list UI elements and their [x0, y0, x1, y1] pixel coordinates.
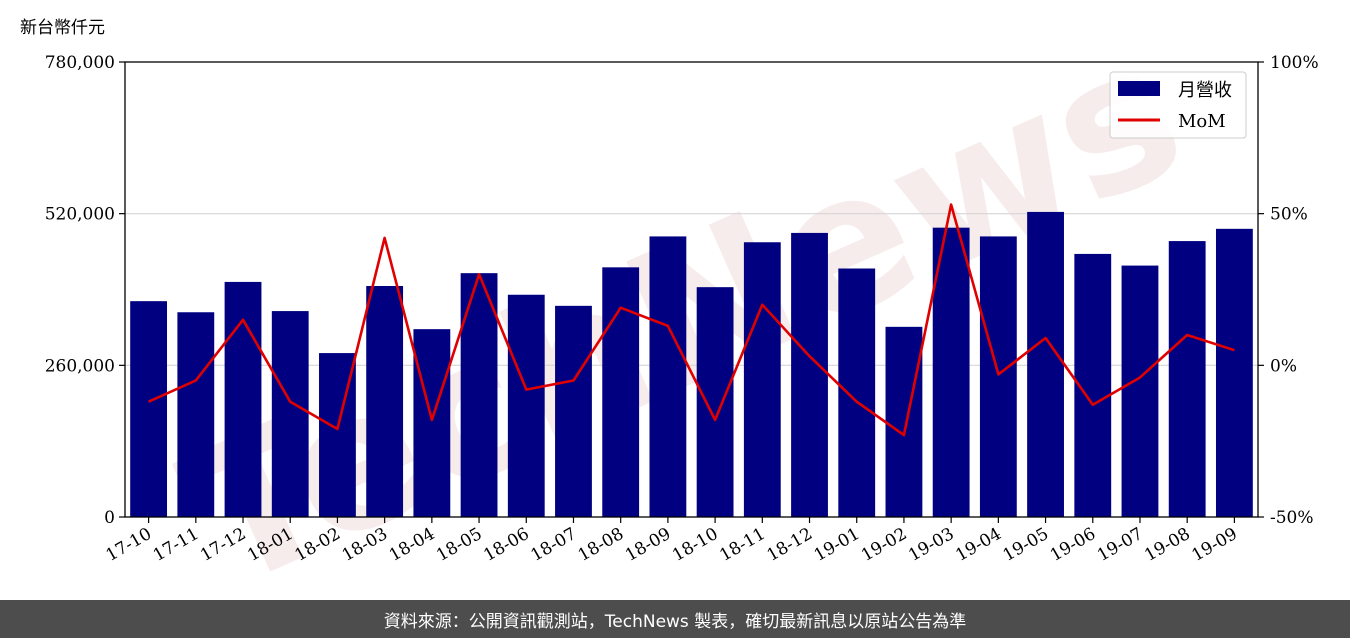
bar-19-05 — [1027, 211, 1064, 517]
bar-18-07 — [555, 305, 592, 517]
x-tick-label-18-12: 18-12 — [764, 524, 816, 566]
y2-tick-label: 50% — [1270, 205, 1308, 225]
y-tick-label: 260,000 — [45, 356, 115, 376]
bar-18-06 — [507, 294, 545, 517]
x-tick-label-18-10: 18-10 — [669, 524, 721, 566]
y2-tick-label: -50% — [1270, 508, 1314, 528]
bar-17-10 — [130, 301, 168, 517]
legend-swatch-revenue — [1118, 81, 1160, 96]
plot-frame — [124, 61, 1259, 518]
bar-18-03 — [366, 286, 404, 517]
mom-line-series — [148, 203, 1235, 437]
x-tick-label-17-10: 17-10 — [103, 524, 155, 566]
legend: 月營收 MoM — [1109, 71, 1247, 139]
mom-line — [148, 203, 1235, 437]
y2-tick-label: 0% — [1270, 356, 1297, 376]
bar-19-07 — [1121, 265, 1159, 517]
x-tick-label-19-02: 19-02 — [858, 524, 910, 566]
y-tick-label: 520,000 — [45, 205, 115, 225]
x-tick-label-19-09: 19-09 — [1188, 524, 1240, 566]
bar-19-08 — [1168, 241, 1206, 518]
bar-18-08 — [602, 267, 640, 517]
x-tick-label-19-03: 19-03 — [905, 524, 957, 566]
x-tick-label-18-11: 18-11 — [716, 524, 768, 566]
bar-18-11 — [743, 242, 781, 517]
x-tick-label-19-01: 19-01 — [811, 524, 863, 566]
bar-18-04 — [413, 329, 451, 517]
x-tick-label-19-05: 19-05 — [1000, 524, 1052, 566]
bar-19-09 — [1215, 228, 1253, 518]
bar-18-12 — [791, 232, 828, 517]
y-tick-label: 780,000 — [45, 53, 115, 73]
y-axis-unit-label: 新台幣仟元 — [20, 18, 105, 38]
source-footer: 資料來源：公開資訊觀測站，TechNews 製表，確切最新訊息以原站公告為準 — [0, 600, 1350, 638]
x-tick-label-18-06: 18-06 — [480, 524, 532, 566]
x-tick-label-18-09: 18-09 — [622, 524, 674, 566]
bar-17-12 — [224, 281, 262, 517]
x-tick-label-19-07: 19-07 — [1094, 524, 1146, 566]
revenue-chart: TechNews 0260,000520,000780,000-50%0%50%… — [20, 0, 1319, 600]
bar-18-10 — [696, 287, 734, 517]
y-tick-label: 0 — [104, 508, 115, 528]
source-text: 資料來源：公開資訊觀測站，TechNews 製表，確切最新訊息以原站公告為準 — [383, 611, 967, 632]
x-tick-label-17-11: 17-11 — [150, 524, 202, 566]
bar-19-03 — [932, 227, 970, 517]
bar-17-11 — [177, 312, 215, 517]
bar-19-01 — [838, 268, 876, 517]
legend-label-revenue: 月營收 — [1178, 80, 1232, 101]
x-tick-label-18-07: 18-07 — [528, 524, 580, 566]
bar-18-01 — [271, 311, 309, 517]
grid-lines — [125, 213, 1258, 366]
bar-19-02 — [885, 326, 923, 517]
legend-label-mom: MoM — [1178, 111, 1226, 132]
x-tick-label-19-06: 19-06 — [1047, 524, 1099, 566]
bar-18-05 — [460, 273, 498, 517]
y2-tick-label: 100% — [1270, 53, 1319, 73]
x-tick-label-19-08: 19-08 — [1141, 524, 1193, 566]
bar-series — [130, 211, 1253, 518]
bar-18-09 — [649, 236, 687, 517]
x-tick-label-18-08: 18-08 — [575, 524, 627, 566]
bar-19-04 — [979, 236, 1017, 517]
x-tick-label-19-04: 19-04 — [952, 524, 1004, 566]
